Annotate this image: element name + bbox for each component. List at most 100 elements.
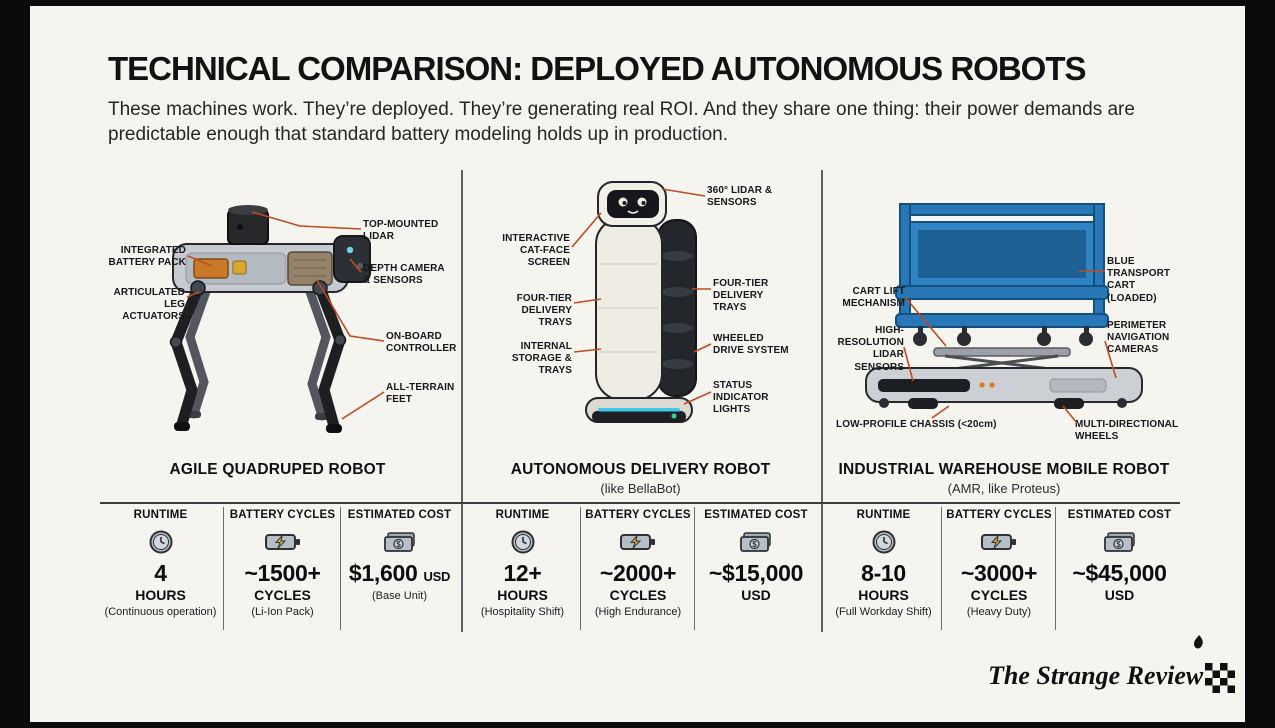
callout-wheeled-drive-system: WHEELED DRIVE SYSTEM (713, 333, 789, 357)
frame-bar-right (1245, 0, 1275, 728)
page-title: TECHNICAL COMPARISON: DEPLOYED AUTONOMOU… (108, 50, 1086, 87)
svg-text:$: $ (1116, 540, 1121, 549)
stat-divider (223, 507, 224, 630)
stat-value: $1,600 (348, 560, 418, 586)
warehouse-amr-illustration (865, 203, 1143, 409)
battery-icon (227, 527, 338, 557)
stats-top-rule (100, 502, 1180, 504)
callout-four-tier-delivery-trays-right: FOUR-TIER DELIVERY TRAYS (713, 278, 769, 314)
stat-value: ~1500+ (244, 560, 321, 586)
robot-subname-warehouse-amr: (AMR, like Proteus) (947, 481, 1061, 496)
stat-label: RUNTIME (495, 509, 550, 521)
callout-perimeter-navigation-cameras: PERIMETER NAVIGATION CAMERAS (1107, 320, 1170, 356)
stat-unit: CYCLES (609, 587, 667, 603)
frame-bar-top (0, 0, 1275, 6)
stat-unit: CYCLES (254, 587, 311, 603)
callout-cart-lift-mechanism: CART LIFT MECHANISM (842, 286, 905, 310)
stat-label: ESTIMATED COST (347, 509, 452, 521)
ink-mark (1194, 635, 1203, 649)
quadruped-far-legs (185, 281, 331, 421)
delivery-cat-face-screen (607, 190, 659, 218)
stat-value: ~3000+ (960, 560, 1038, 586)
stat-unit: USD (423, 569, 451, 584)
stat-label: ESTIMATED COST (704, 509, 808, 521)
amr-transport-cart (895, 203, 1109, 328)
column-divider-1 (461, 170, 463, 632)
delivery-body (595, 217, 663, 401)
clock-icon (467, 527, 578, 557)
stat-runtime-quadruped: RUNTIME 4 HOURS (Continuous operation) (100, 509, 221, 618)
battery-icon (945, 527, 1053, 557)
svg-text:$: $ (752, 540, 757, 549)
stat-runtime-warehouse: RUNTIME 8-10 HOURS (Full Workday Shift) (828, 509, 939, 618)
stat-unit: HOURS (135, 587, 186, 603)
brand-wordmark: The Strange Review (988, 661, 1204, 690)
cash-icon: $ (344, 527, 455, 557)
stat-cost-quadruped: ESTIMATED COST $ $1,600 USD (Base Unit) (344, 509, 455, 602)
stat-unit: CYCLES (970, 587, 1028, 603)
stat-caption: (Base Unit) (371, 590, 428, 602)
stat-value: ~$45,000 (1072, 560, 1167, 586)
robot-subname-delivery: (like BellaBot) (600, 481, 681, 496)
callout-blue-transport-cart: BLUE TRANSPORT CART (LOADED) (1107, 256, 1171, 304)
page-subtitle: These machines work. They’re deployed. T… (108, 99, 1135, 146)
stat-caption: (Continuous operation) (104, 606, 217, 618)
callout-interactive-cat-face-screen: INTERACTIVE CAT-FACE SCREEN (502, 233, 570, 269)
amr-lidar-window (878, 379, 970, 392)
stat-caption: (Full Workday Shift) (835, 606, 932, 618)
stat-value: 4 (154, 560, 167, 586)
stat-value: 8-10 (861, 560, 906, 586)
stat-caption: (Hospitality Shift) (480, 606, 565, 618)
stat-value: ~$15,000 (708, 560, 804, 586)
stat-divider (580, 507, 581, 630)
callout-high-resolution-lidar-sensors: HIGH-RESOLUTION LIDAR SENSORS (837, 325, 904, 373)
stat-label: BATTERY CYCLES (229, 509, 336, 521)
cash-icon: $ (1059, 527, 1180, 557)
callout-multi-directional-wheels: MULTI-DIRECTIONAL WHEELS (1075, 419, 1178, 443)
stat-label: RUNTIME (856, 509, 911, 521)
stat-divider (694, 507, 695, 630)
stat-divider (1055, 507, 1056, 630)
stat-cost-delivery: ESTIMATED COST $ ~$15,000 USD (698, 509, 814, 606)
callout-status-indicator-lights: STATUS INDICATOR LIGHTS (713, 380, 769, 416)
stat-cost-warehouse: ESTIMATED COST $ ~$45,000 USD (1059, 509, 1180, 606)
stat-battery-quadruped: BATTERY CYCLES ~1500+ CYCLES (Li-Ion Pac… (227, 509, 338, 618)
svg-text:$: $ (396, 540, 401, 549)
stat-unit: HOURS (858, 587, 909, 603)
stat-value: ~2000+ (599, 560, 677, 586)
stat-label: BATTERY CYCLES (946, 509, 1052, 521)
robot-name-quadruped: AGILE QUADRUPED ROBOT (169, 461, 386, 478)
delivery-status-light (598, 408, 680, 412)
stat-label: ESTIMATED COST (1067, 509, 1172, 521)
stat-caption: (High Endurance) (594, 606, 682, 618)
callout-top-mounted-lidar: TOP-MOUNTED LIDAR (363, 219, 439, 243)
callout-on-board-controller: ON-BOARD CONTROLLER (386, 331, 457, 355)
amr-cart-casters (913, 326, 1093, 346)
amr-lift-plate (933, 347, 1071, 357)
callout-360-lidar-sensors: 360° LIDAR & SENSORS (707, 185, 773, 209)
callout-articulated-leg-actuators: ARTICULATED LEG ACTUATORS (113, 287, 185, 323)
stat-battery-delivery: BATTERY CYCLES ~2000+ CYCLES (High Endur… (584, 509, 692, 618)
stat-unit: USD (1104, 587, 1135, 603)
quadruped-foot (174, 422, 190, 431)
amr-chassis (865, 367, 1143, 403)
checkered-logo-icon (1205, 663, 1235, 693)
amr-wheel (908, 398, 938, 409)
cash-icon: $ (698, 527, 814, 557)
column-divider-2 (821, 170, 823, 632)
robot-name-warehouse-amr: INDUSTRIAL WAREHOUSE MOBILE ROBOT (838, 461, 1170, 478)
clock-icon (100, 527, 221, 557)
quadruped-foot (326, 424, 342, 433)
frame-bar-left (0, 0, 30, 728)
stat-unit: USD (741, 587, 771, 603)
callout-internal-storage-trays: INTERNAL STORAGE & TRAYS (511, 341, 572, 377)
stat-label: RUNTIME (133, 509, 188, 521)
callout-all-terrain-feet: ALL-TERRAIN FEET (386, 382, 455, 406)
delivery-tray-column (657, 219, 697, 397)
callout-integrated-battery-pack: INTEGRATED BATTERY PACK (108, 245, 186, 269)
frame-bar-bottom (0, 722, 1275, 728)
callout-four-tier-delivery-trays-left: FOUR-TIER DELIVERY TRAYS (516, 293, 572, 329)
stat-value-line: $1,600 USD (344, 560, 455, 587)
stat-runtime-delivery: RUNTIME 12+ HOURS (Hospitality Shift) (467, 509, 578, 618)
stat-divider (340, 507, 341, 630)
